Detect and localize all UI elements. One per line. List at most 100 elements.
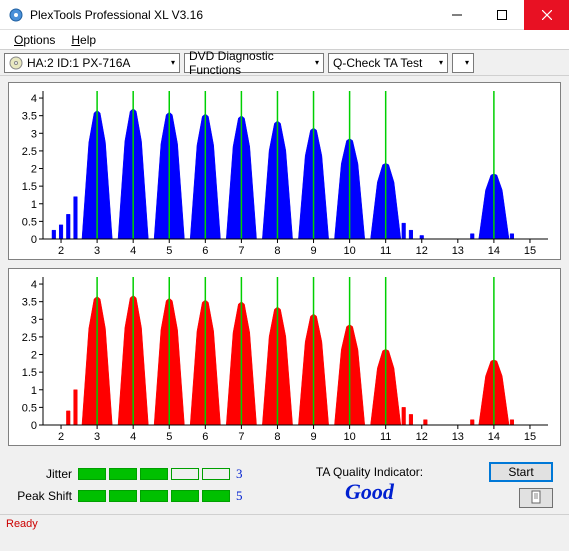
jitter-value: 3 xyxy=(236,466,250,482)
indicator-panel: Jitter 3 Peak Shift 5 TA Quality Indicat… xyxy=(0,458,569,514)
start-button[interactable]: Start xyxy=(489,462,553,482)
window-title: PlexTools Professional XL V3.16 xyxy=(30,8,434,22)
chart-top: 0 0.5 1 1.5 2 2.5 3 3.5 4 2 3 4 5 6 7 8 9 10 11 12 13 14 15 xyxy=(8,82,561,260)
action-buttons: Start xyxy=(489,462,553,508)
svg-text:0.5: 0.5 xyxy=(22,402,37,414)
chevron-down-icon: ▾ xyxy=(309,58,319,67)
svg-text:3: 3 xyxy=(31,314,37,326)
start-button-label: Start xyxy=(508,465,533,479)
quality-value: Good xyxy=(260,479,479,505)
chart-area: 00.511.522.533.5423456789101112131415 00… xyxy=(0,76,569,458)
test-select[interactable]: Q-Check TA Test ▾ xyxy=(328,53,448,73)
toolbar: HA:2 ID:1 PX-716A ▾ DVD Diagnostic Funct… xyxy=(0,50,569,76)
svg-text:2: 2 xyxy=(58,245,64,257)
test-select-label: Q-Check TA Test xyxy=(333,56,422,70)
jitter-label: Jitter xyxy=(10,467,72,481)
svg-text:3.5: 3.5 xyxy=(22,297,37,309)
indicator-box xyxy=(140,490,168,502)
menu-help-rest: elp xyxy=(80,33,96,47)
svg-text:9: 9 xyxy=(310,431,316,443)
indicator-box xyxy=(171,490,199,502)
svg-text:8: 8 xyxy=(274,245,280,257)
menu-options[interactable]: Options xyxy=(8,31,61,49)
svg-text:14: 14 xyxy=(488,245,500,257)
svg-text:13: 13 xyxy=(452,431,464,443)
svg-text:9: 9 xyxy=(310,245,316,257)
quality-label: TA Quality Indicator: xyxy=(260,465,479,479)
svg-text:10: 10 xyxy=(343,431,355,443)
peakshift-row: Peak Shift 5 xyxy=(10,488,250,504)
svg-text:6: 6 xyxy=(202,431,208,443)
indicator-box xyxy=(171,468,199,480)
menu-options-rest: ptions xyxy=(23,33,55,47)
export-button[interactable] xyxy=(519,488,553,508)
svg-text:3: 3 xyxy=(94,431,100,443)
svg-text:1: 1 xyxy=(31,199,37,211)
svg-text:3.5: 3.5 xyxy=(22,111,37,123)
menubar: Options Help xyxy=(0,30,569,50)
svg-text:4: 4 xyxy=(130,245,136,257)
status-text: Ready xyxy=(6,518,38,530)
svg-text:4: 4 xyxy=(31,93,37,105)
svg-text:0: 0 xyxy=(31,234,37,246)
window-controls xyxy=(434,0,569,30)
indicator-box xyxy=(202,490,230,502)
svg-text:7: 7 xyxy=(238,245,244,257)
chevron-down-icon: ▾ xyxy=(459,58,469,67)
svg-text:12: 12 xyxy=(416,431,428,443)
svg-text:0.5: 0.5 xyxy=(22,216,37,228)
jitter-boxes xyxy=(78,468,230,480)
svg-text:1: 1 xyxy=(31,385,37,397)
svg-text:0: 0 xyxy=(31,420,37,432)
svg-text:12: 12 xyxy=(416,245,428,257)
svg-text:6: 6 xyxy=(202,245,208,257)
svg-text:2: 2 xyxy=(31,164,37,176)
svg-text:5: 5 xyxy=(166,431,172,443)
function-category-select[interactable]: DVD Diagnostic Functions ▾ xyxy=(184,53,324,73)
svg-text:8: 8 xyxy=(274,431,280,443)
chart-bottom: 00.511.522.533.5423456789101112131415 xyxy=(8,268,561,446)
titlebar: PlexTools Professional XL V3.16 xyxy=(0,0,569,30)
maximize-button[interactable] xyxy=(479,0,524,30)
svg-text:10: 10 xyxy=(343,245,355,257)
jitter-row: Jitter 3 xyxy=(10,466,250,482)
svg-text:1.5: 1.5 xyxy=(22,367,37,379)
svg-text:4: 4 xyxy=(31,279,37,291)
close-button[interactable] xyxy=(524,0,569,30)
peakshift-boxes xyxy=(78,490,230,502)
svg-text:7: 7 xyxy=(238,431,244,443)
indicator-box xyxy=(78,468,106,480)
svg-text:15: 15 xyxy=(524,431,536,443)
chevron-down-icon: ▾ xyxy=(433,58,443,67)
peakshift-value: 5 xyxy=(236,488,250,504)
svg-text:13: 13 xyxy=(452,245,464,257)
indicator-box xyxy=(202,468,230,480)
indicator-box xyxy=(109,490,137,502)
menu-help[interactable]: Help xyxy=(65,31,102,49)
minimize-button[interactable] xyxy=(434,0,479,30)
svg-text:1.5: 1.5 xyxy=(22,181,37,193)
statusbar: Ready xyxy=(0,514,569,532)
svg-text:15: 15 xyxy=(524,245,536,257)
quality-indicator: TA Quality Indicator: Good xyxy=(260,465,479,505)
svg-text:11: 11 xyxy=(380,431,391,443)
svg-text:11: 11 xyxy=(380,245,391,257)
indicator-bars: Jitter 3 Peak Shift 5 xyxy=(10,466,250,504)
disc-icon xyxy=(9,56,23,70)
indicator-box xyxy=(109,468,137,480)
svg-text:3: 3 xyxy=(31,128,37,140)
chevron-down-icon: ▾ xyxy=(165,58,175,67)
indicator-box xyxy=(78,490,106,502)
svg-text:2: 2 xyxy=(31,350,37,362)
svg-text:2.5: 2.5 xyxy=(22,146,37,158)
indicator-box xyxy=(140,468,168,480)
svg-text:4: 4 xyxy=(130,431,136,443)
svg-text:3: 3 xyxy=(94,245,100,257)
svg-text:5: 5 xyxy=(166,245,172,257)
document-icon xyxy=(529,490,543,507)
app-icon xyxy=(8,7,24,23)
svg-text:2: 2 xyxy=(58,431,64,443)
drive-select[interactable]: HA:2 ID:1 PX-716A ▾ xyxy=(4,53,180,73)
more-dropdown[interactable]: ▾ xyxy=(452,53,474,73)
peakshift-label: Peak Shift xyxy=(10,489,72,503)
